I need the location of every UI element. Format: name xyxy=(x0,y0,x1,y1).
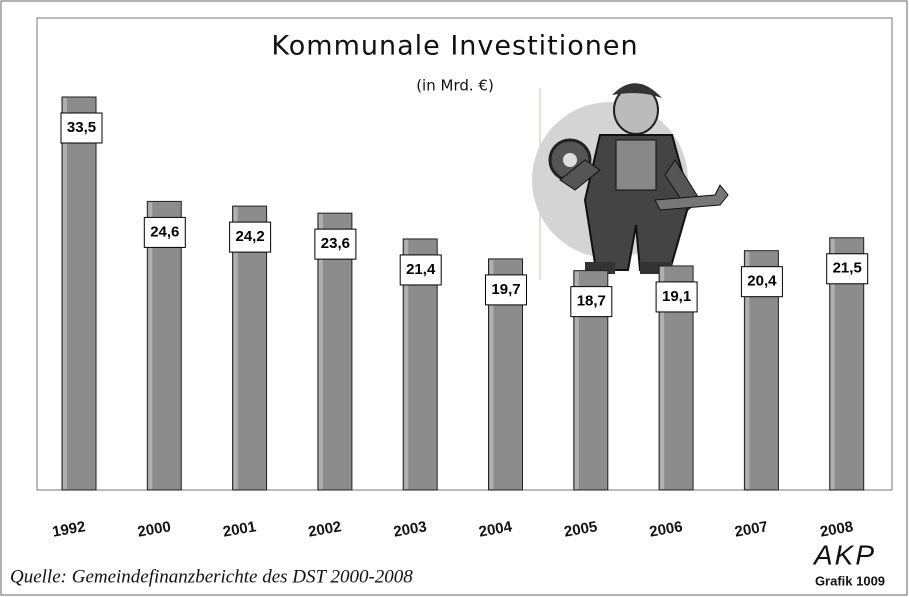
source-note: Quelle: Gemeindefinanzberichte des DST 2… xyxy=(10,566,413,587)
value-label: 18,7 xyxy=(577,293,606,310)
logo: AKP xyxy=(812,539,876,570)
value-label: 19,7 xyxy=(491,281,520,298)
value-label: 21,4 xyxy=(406,261,436,278)
value-label: 33,5 xyxy=(67,119,96,136)
bar-highlight xyxy=(63,98,67,489)
value-label: 21,5 xyxy=(833,260,862,277)
value-label: 23,6 xyxy=(321,235,350,252)
graphic-code: Grafik 1009 xyxy=(815,573,885,588)
chart-subtitle: (in Mrd. €) xyxy=(416,77,494,95)
value-label: 19,1 xyxy=(662,288,691,305)
value-label: 24,6 xyxy=(150,223,179,240)
chart-title: Kommunale Investitionen xyxy=(271,31,638,62)
bar xyxy=(62,97,96,490)
chart: Kommunale Investitionen (in Mrd. €) Quel… xyxy=(0,0,909,597)
value-label: 24,2 xyxy=(235,228,264,245)
value-label: 20,4 xyxy=(747,273,777,290)
